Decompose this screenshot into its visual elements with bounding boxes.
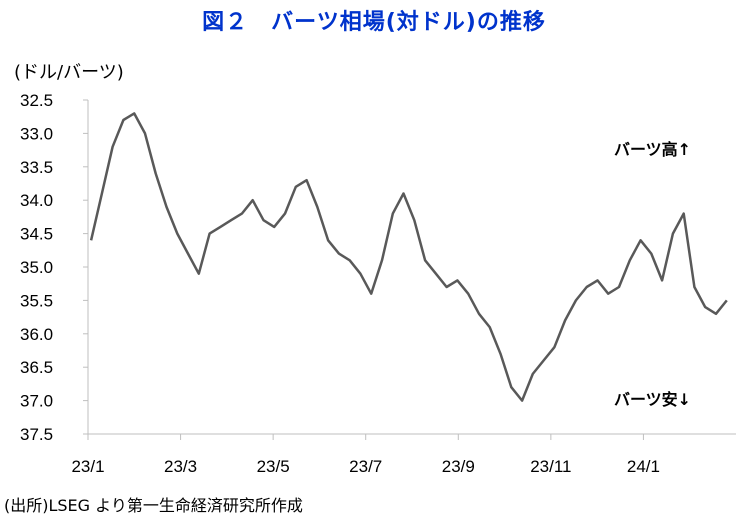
y-tick-label: 34.5	[20, 225, 53, 244]
x-tick-label: 23/11	[530, 457, 571, 476]
y-tick-label: 37.5	[20, 425, 53, 444]
unit-label: (ドル/バーツ)	[14, 62, 124, 83]
x-tick-label: 23/9	[442, 457, 475, 476]
y-tick-label: 34.0	[20, 191, 53, 210]
chart-svg: 32.5 33.0 33.5 34.0 34.5 35.0 35.5 36.0 36.5 37.0…	[20, 91, 736, 476]
x-tick-labels: 23/1 23/3 23/5 23/7 23/9 23/11 24/1	[71, 434, 660, 476]
y-tick-label: 36.0	[20, 325, 53, 344]
y-tick-label: 36.5	[20, 358, 53, 377]
annotation-baht-weak: バーツ安↓	[614, 390, 691, 409]
y-tick-label: 35.5	[20, 291, 53, 310]
y-tick-label: 33.0	[20, 124, 53, 143]
x-tick-label: 23/1	[71, 457, 104, 476]
x-tick-label: 24/1	[627, 457, 660, 476]
chart-title: 図２ バーツ相場(対ドル)の推移	[202, 10, 546, 35]
x-tick-label: 23/7	[349, 457, 382, 476]
y-tick-label: 33.5	[20, 158, 53, 177]
y-tick-label: 35.0	[20, 258, 53, 277]
x-tick-label: 23/3	[164, 457, 197, 476]
series-line	[89, 112, 728, 402]
y-tick-labels: 32.5 33.0 33.5 34.0 34.5 35.0 35.5 36.0 36.5 37.0…	[20, 91, 88, 444]
y-tick-label: 32.5	[20, 91, 53, 110]
y-tick-label: 37.0	[20, 392, 53, 411]
x-tick-label: 23/5	[257, 457, 290, 476]
source-note: (出所)LSEG より第一生命経済研究所作成	[4, 496, 303, 515]
annotation-baht-strong: バーツ高↑	[614, 140, 691, 159]
